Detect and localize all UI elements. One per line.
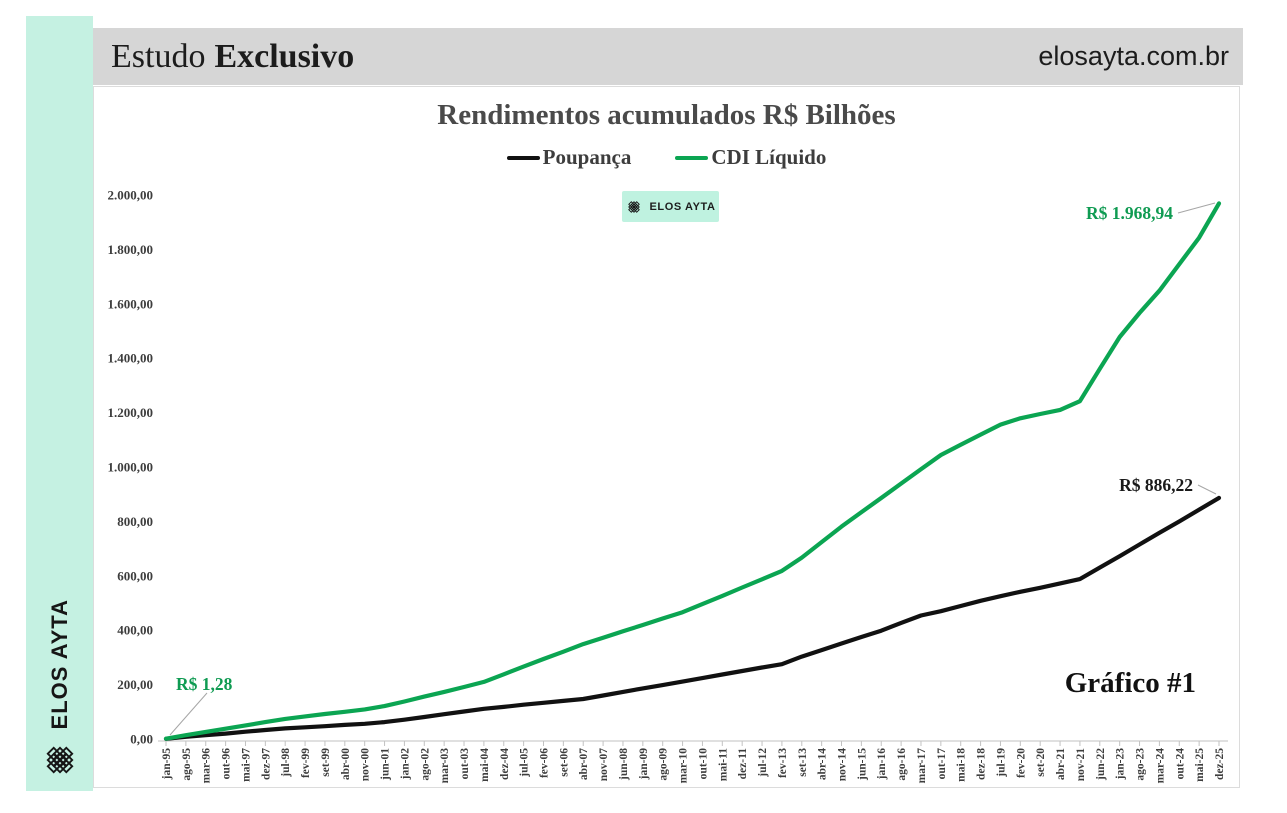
x-tick-label: jun-01 xyxy=(380,748,392,781)
legend-item-cdi-liquido: CDI Líquido xyxy=(675,145,826,170)
y-tick-label: 1.400,00 xyxy=(108,351,154,366)
leader-line xyxy=(1197,484,1217,495)
x-tick-label: nov-07 xyxy=(598,748,610,781)
x-tick-label: mar-24 xyxy=(1154,748,1166,784)
x-tick-label: abr-14 xyxy=(817,748,829,780)
y-tick-label: 0,00 xyxy=(130,732,153,747)
x-tick-label: mai-18 xyxy=(956,748,968,782)
chart-title: Rendimentos acumulados R$ Bilhões xyxy=(437,99,896,131)
x-tick-label: dez-11 xyxy=(737,748,749,780)
website-url: elosayta.com.br xyxy=(1038,41,1229,71)
x-tick-label: set-13 xyxy=(797,748,809,777)
x-tick-label: nov-14 xyxy=(837,748,849,781)
x-tick-label: abr-00 xyxy=(340,748,352,780)
leader-line xyxy=(1177,202,1216,214)
chart-card: jan-95 ago-95 mar-96 out-96 mai-97 dez-97 jul-… xyxy=(93,86,1240,788)
series-line-cdi-liquido xyxy=(163,201,1222,741)
x-tick-label: jan-95 xyxy=(161,748,173,781)
x-tick-label: out-03 xyxy=(459,748,471,780)
legend-label-poupanca: Poupança xyxy=(542,145,632,169)
legend-item-poupanca: Poupança xyxy=(506,145,632,170)
x-tick-label: set-06 xyxy=(558,748,570,777)
x-tick-label: ago-02 xyxy=(419,748,431,781)
x-tick-label: out-24 xyxy=(1174,748,1186,780)
x-tick-label: ago-09 xyxy=(658,748,670,781)
x-tick-label: set-20 xyxy=(1035,748,1047,777)
x-tick-label: fev-99 xyxy=(300,748,312,778)
x-tick-label: abr-21 xyxy=(1055,748,1067,780)
chart-plot: jan-95 ago-95 mar-96 out-96 mai-97 dez-97 jul-… xyxy=(108,188,1228,784)
x-tick-label: nov-00 xyxy=(360,748,372,781)
y-tick-label: 1.800,00 xyxy=(108,242,154,257)
brand-vertical-label: ELOS AYTA xyxy=(46,598,72,729)
x-tick-label: nov-21 xyxy=(1075,748,1087,781)
y-tick-label: 200,00 xyxy=(117,677,153,692)
x-tick-label: ago-23 xyxy=(1135,748,1147,781)
chart-legend: Poupança CDI Líquido xyxy=(94,145,1239,170)
header-bar: Estudo Exclusivo elosayta.com.br xyxy=(93,28,1243,85)
x-tick-label: mai-04 xyxy=(479,748,491,782)
x-tick-label: out-10 xyxy=(697,748,709,780)
annotation-label: R$ 1,28 xyxy=(176,674,233,694)
legend-swatch-cdi-liquido xyxy=(675,155,709,160)
x-tick-label: jul-98 xyxy=(280,748,292,778)
x-tick-label: mar-96 xyxy=(201,748,213,784)
annotation-label: R$ 886,22 xyxy=(1119,475,1193,495)
x-tick-label: fev-13 xyxy=(777,748,789,778)
y-tick-label: 1.000,00 xyxy=(108,460,154,475)
x-tick-label: jan-23 xyxy=(1115,748,1127,781)
x-tick-label: jul-12 xyxy=(757,748,769,778)
y-tick-label: 600,00 xyxy=(117,568,153,583)
x-tick-label: mar-17 xyxy=(916,748,928,784)
study-title-regular: Estudo xyxy=(111,37,206,75)
x-tick-label: jan-02 xyxy=(399,748,411,781)
elos-ayta-logo-icon xyxy=(45,746,74,774)
watermark-label: ELOS AYTA xyxy=(649,200,716,213)
x-tick-label: dez-18 xyxy=(976,748,988,780)
x-tick-label: dez-25 xyxy=(1214,748,1226,780)
study-title: Estudo Exclusivo xyxy=(111,38,354,76)
y-tick-label: 1.600,00 xyxy=(108,296,154,311)
x-tick-label: jun-08 xyxy=(618,748,630,781)
legend-label-cdi-liquido: CDI Líquido xyxy=(711,145,827,169)
x-tick-label: mai-25 xyxy=(1194,748,1206,782)
x-tick-label: dez-97 xyxy=(260,748,272,780)
x-tick-label: jul-19 xyxy=(995,748,1007,778)
x-tick-label: mar-03 xyxy=(439,748,451,784)
chart-number-label: Gráfico #1 xyxy=(1064,667,1196,699)
x-tick-label: jan-09 xyxy=(638,748,650,781)
x-tick-label: jun-22 xyxy=(1095,748,1107,781)
x-tick-label: mai-11 xyxy=(717,748,729,781)
series-line-poupanca xyxy=(163,495,1222,741)
x-tick-label: set-99 xyxy=(320,748,332,777)
brand-sidebar: ELOS AYTA xyxy=(26,16,93,791)
y-tick-label: 1.200,00 xyxy=(108,405,154,420)
x-tick-label: jul-05 xyxy=(519,748,531,778)
x-tick-label: out-96 xyxy=(221,748,233,780)
x-tick-label: jan-16 xyxy=(876,748,888,781)
x-tick-label: mar-10 xyxy=(678,748,690,784)
y-tick-label: 2.000,00 xyxy=(108,188,154,203)
elos-ayta-logo-icon xyxy=(628,200,641,213)
x-tick-label: out-17 xyxy=(936,748,948,780)
legend-swatch-poupanca xyxy=(506,155,540,160)
x-tick-label: mai-97 xyxy=(240,748,252,782)
annotation-label: R$ 1.968,94 xyxy=(1086,203,1173,223)
x-tick-label: ago-16 xyxy=(896,748,908,781)
y-tick-label: 400,00 xyxy=(117,623,153,638)
x-tick-label: abr-07 xyxy=(578,748,590,780)
watermark-badge: ELOS AYTA xyxy=(622,191,719,222)
leader-line xyxy=(169,692,208,736)
x-tick-label: dez-04 xyxy=(499,748,511,780)
x-tick-label: ago-95 xyxy=(181,748,193,781)
study-title-bold: Exclusivo xyxy=(214,37,355,75)
x-tick-label: fev-20 xyxy=(1015,748,1027,778)
x-tick-label: jun-15 xyxy=(856,748,868,781)
x-tick-label: fev-06 xyxy=(538,748,550,778)
y-tick-label: 800,00 xyxy=(117,514,153,529)
